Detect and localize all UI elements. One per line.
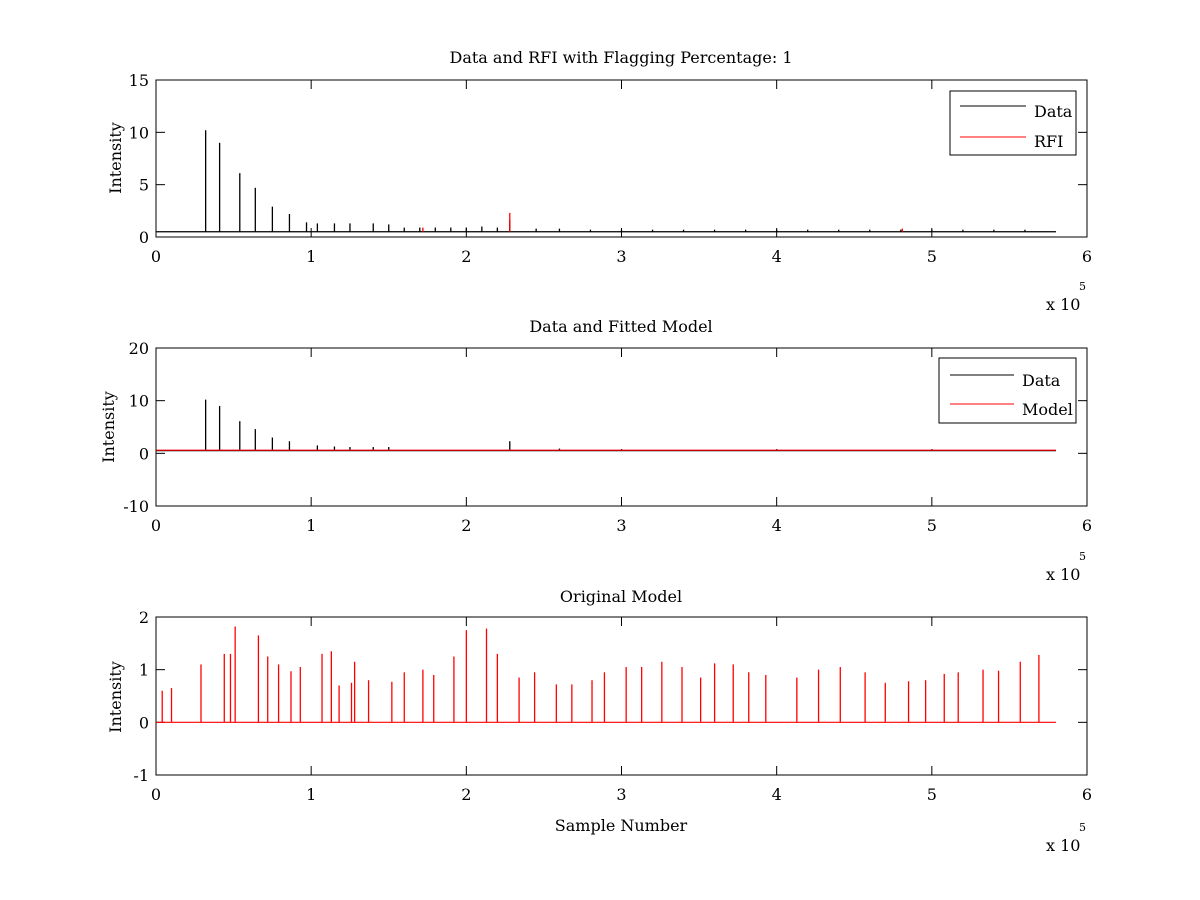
legend-entry-data: Data — [1022, 371, 1061, 390]
x-tick-labels: 0 1 2 3 4 5 6 — [151, 247, 1092, 266]
x-tick-label: 2 — [461, 247, 471, 266]
x-tick-label: 1 — [306, 247, 316, 266]
legend: Data RFI — [949, 90, 1077, 156]
x-exponent-label: x 10 — [1046, 836, 1080, 855]
x-tick-label: 0 — [151, 247, 161, 266]
legend-entry-rfi: RFI — [1034, 132, 1063, 151]
x-tick-label: 0 — [151, 516, 161, 535]
legend-entry-data: Data — [1034, 102, 1073, 121]
y-axis-label: Intensity — [106, 661, 125, 733]
x-tick-labels: 0 1 2 3 4 5 6 — [151, 516, 1092, 535]
tick-marks — [155, 347, 1088, 507]
tick-marks — [155, 79, 1088, 238]
y-tick-label: 10 — [129, 123, 149, 142]
y-tick-label: 0 — [139, 444, 149, 463]
x-exponent-label: x 10 — [1046, 565, 1080, 584]
x-exponent-power: 5 — [1079, 550, 1086, 563]
x-tick-label: 6 — [1082, 785, 1092, 804]
y-tick-label: 20 — [129, 339, 149, 358]
y-tick-label: 10 — [129, 392, 149, 411]
x-tick-label: 1 — [306, 516, 316, 535]
y-tick-labels: 0 5 10 15 — [129, 71, 149, 247]
series-marks — [156, 130, 1056, 233]
x-tick-label: 4 — [772, 785, 782, 804]
series-marks — [156, 399, 1056, 452]
x-tick-label: 0 — [151, 785, 161, 804]
tick-marks — [155, 616, 1088, 776]
chart-title: Data and Fitted Model — [529, 317, 712, 336]
chart-title: Original Model — [560, 587, 682, 606]
x-tick-label: 5 — [927, 247, 937, 266]
legend: Data Model — [938, 357, 1077, 424]
y-tick-label: 2 — [139, 608, 149, 627]
x-tick-label: 4 — [772, 516, 782, 535]
x-tick-label: 4 — [772, 247, 782, 266]
legend-box — [949, 90, 1077, 156]
y-tick-label: 1 — [139, 661, 149, 680]
y-tick-label: 0 — [139, 228, 149, 247]
y-tick-labels: -1 0 1 2 — [133, 608, 149, 785]
y-axis-label: Intensity — [106, 122, 125, 194]
x-tick-label: 3 — [616, 516, 626, 535]
subplot-data-and-rfi: Data and RFI with Flagging Percentage: 1… — [106, 48, 1092, 314]
y-tick-label: 5 — [139, 176, 149, 195]
x-tick-label: 5 — [927, 516, 937, 535]
y-tick-label: 0 — [139, 713, 149, 732]
x-tick-labels: 0 1 2 3 4 5 6 — [151, 785, 1092, 804]
x-tick-label: 2 — [461, 516, 471, 535]
x-tick-label: 3 — [616, 247, 626, 266]
y-axis-label: Intensity — [99, 391, 118, 463]
x-exponent-power: 5 — [1079, 280, 1086, 293]
x-tick-label: 3 — [616, 785, 626, 804]
y-tick-label: -10 — [123, 497, 149, 516]
series-marks — [156, 626, 1056, 723]
y-tick-label: -1 — [133, 766, 149, 785]
x-exponent-power: 5 — [1079, 821, 1086, 834]
legend-box — [938, 357, 1077, 424]
x-tick-label: 2 — [461, 785, 471, 804]
x-tick-label: 5 — [927, 785, 937, 804]
legend-entry-model: Model — [1022, 400, 1073, 419]
x-tick-label: 6 — [1082, 247, 1092, 266]
y-tick-labels: -10 0 10 20 — [123, 339, 149, 516]
x-tick-label: 1 — [306, 785, 316, 804]
x-axis-label: Sample Number — [555, 816, 688, 835]
x-tick-label: 6 — [1082, 516, 1092, 535]
y-tick-label: 15 — [129, 71, 149, 90]
x-exponent-label: x 10 — [1046, 295, 1080, 314]
chart-title: Data and RFI with Flagging Percentage: 1 — [449, 48, 792, 67]
